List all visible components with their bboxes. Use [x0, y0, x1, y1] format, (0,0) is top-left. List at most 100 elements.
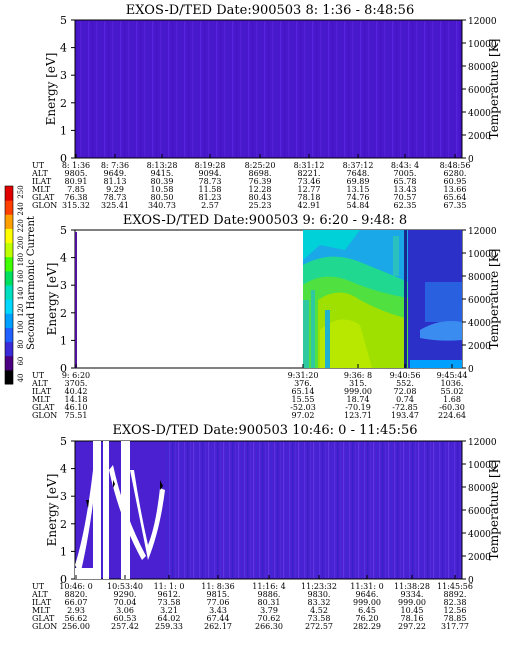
colorbar-segment [5, 327, 13, 343]
table-cell: 999.00 [344, 387, 372, 396]
table-cell: 3705. [65, 379, 88, 388]
spectrum-stripe [349, 442, 351, 578]
table-cell: 12.28 [249, 185, 272, 194]
table-cell: -72.85 [392, 403, 418, 412]
row-label: ILAT [32, 598, 52, 607]
table-cell: 8221. [298, 169, 321, 178]
spectrum-stripe [334, 442, 336, 578]
spectrum-stripe [340, 442, 342, 578]
table-cell: 78.73 [199, 177, 222, 186]
table-cell: 11: 8:36 [201, 582, 234, 591]
panel-2-ylabel: Energy [eV] [45, 263, 59, 336]
table-cell: 80.39 [151, 177, 174, 186]
table-cell: 73.58 [308, 614, 331, 623]
spectrum-stripe [356, 21, 358, 157]
table-cell: 65.64 [444, 193, 467, 202]
spectrum-stripe [430, 442, 432, 578]
row-label: MLT [32, 185, 51, 194]
ytick-label-left: 5 [60, 224, 67, 237]
table-cell: 78.16 [401, 614, 424, 623]
spectrum-stripe [379, 442, 381, 578]
table-cell: 9: 6:20 [62, 371, 90, 380]
table-cell: 78.18 [298, 193, 321, 202]
row-label: UT [32, 582, 45, 591]
spectrum-stripe [427, 442, 429, 578]
table-cell: -52.03 [290, 403, 316, 412]
table-cell: 60.95 [444, 177, 467, 186]
spectrum-stripe [238, 442, 240, 578]
ytick-label-right: 0 [468, 365, 474, 375]
ytick-label-right: 4000 [468, 530, 491, 540]
spectrum-stripe [343, 442, 345, 578]
table-cell: 70.62 [258, 614, 281, 623]
colorbar-tick-label: 250 [17, 185, 25, 198]
table-cell: 9:36: 8 [344, 371, 372, 380]
spectrum-stripe [164, 21, 166, 157]
colorbar-tick-label: 140 [17, 287, 25, 300]
spectrum-stripe [298, 442, 300, 578]
panel-1: EXOS-D/TED Date:900503 8: 1:36 - 8:48:56… [31, 3, 501, 210]
ytick-label-left: 0 [60, 573, 67, 586]
table-cell: -70.19 [345, 403, 371, 412]
spectrum-stripe [253, 442, 255, 578]
spectrum-stripe [280, 442, 282, 578]
spectrum-stripe [160, 21, 162, 157]
spectrum-stripe [373, 442, 375, 578]
spectrum-stripe [265, 442, 267, 578]
spectrum-stripe [406, 442, 408, 578]
spectrum-stripe [346, 442, 348, 578]
colorbar-tick-label: 120 [17, 304, 25, 317]
row-label: GLON [32, 622, 57, 631]
table-cell: 73.46 [298, 177, 321, 186]
spectrum-stripe [276, 21, 278, 157]
spectrum-stripe [202, 442, 204, 578]
colorbar-segment [5, 186, 13, 201]
panel-1-ylabel-right: Temperature [K] [487, 39, 501, 140]
table-cell: 9:45:44 [437, 371, 468, 380]
panel-3-ylabel-right: Temperature [K] [487, 460, 501, 561]
spectrum-stripe [244, 442, 246, 578]
spectrum-stripe [322, 442, 324, 578]
spectrum-stripe [396, 21, 398, 157]
spectrum-stripe [247, 442, 249, 578]
table-cell: 11:45:56 [437, 582, 473, 591]
table-cell: 7648. [347, 169, 370, 178]
colorbar-segment [5, 242, 13, 258]
spectrum-stripe [456, 21, 458, 157]
table-cell: 9830. [308, 590, 331, 599]
table-cell: 6.45 [358, 606, 376, 615]
spectrum-stripe [320, 21, 322, 157]
table-cell: 340.73 [148, 201, 176, 210]
spectrum-stripe [336, 21, 338, 157]
table-cell: 11:31: 0 [350, 582, 383, 591]
table-cell: 317.77 [441, 622, 469, 631]
spectrum-stripe [244, 21, 246, 157]
spectrum-stripe [403, 442, 405, 578]
spectrum-stripe [156, 21, 158, 157]
spectrum-stripe [384, 21, 386, 157]
spectrum-stripe [136, 21, 138, 157]
spectrum-stripe [352, 442, 354, 578]
spectrum-stripe [277, 442, 279, 578]
table-cell: 80.43 [249, 193, 272, 202]
table-cell: 11:23:32 [301, 582, 337, 591]
spectrum-stripe [175, 442, 177, 578]
table-cell: 259.33 [155, 622, 183, 631]
spectrum-stripe [454, 442, 456, 578]
table-cell: 8: 7:36 [101, 161, 129, 170]
spectrum-stripe [440, 21, 442, 157]
spectrum-stripe [217, 442, 219, 578]
ytick-label-right: 8000 [468, 273, 491, 283]
spectrum-stripe [259, 442, 261, 578]
spectrum-stripe [388, 21, 390, 157]
colorbar-segment [5, 313, 13, 328]
table-cell: 10:53:40 [107, 582, 143, 591]
spectrum-stripe [184, 442, 186, 578]
table-cell: 65.78 [394, 177, 417, 186]
spectrum-stripe [184, 21, 186, 157]
spectrum-stripe [120, 21, 122, 157]
spectrum-stripe [348, 21, 350, 157]
spectrum-stripe [108, 21, 110, 157]
table-cell: 552. [396, 379, 414, 388]
